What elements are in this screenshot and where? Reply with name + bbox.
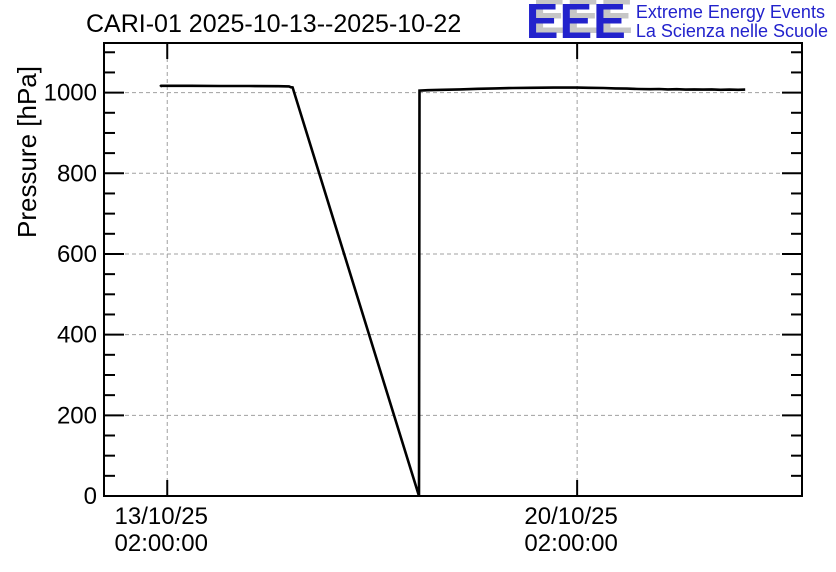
eee-logo-letters: EEE xyxy=(525,0,627,49)
y-tick-label: 200 xyxy=(57,402,97,429)
eee-logo-subtitle-line2: La Scienza nelle Scuole xyxy=(635,21,828,41)
x-tick-label-date: 13/10/25 xyxy=(115,503,208,530)
y-tick-label: 0 xyxy=(84,483,97,510)
eee-logo: EEE Extreme Energy Events La Scienza nel… xyxy=(525,0,828,49)
y-axis-title: Pressure [hPa] xyxy=(12,66,42,238)
y-tick-label: 1000 xyxy=(44,80,97,107)
pressure-data-line xyxy=(159,84,746,497)
eee-logo-subtitle-line1: Extreme Energy Events xyxy=(635,2,825,22)
x-tick-label-time: 02:00:00 xyxy=(115,530,208,557)
x-tick-label-date: 20/10/25 xyxy=(524,503,617,530)
y-tick-label: 400 xyxy=(57,322,97,349)
y-tick-label: 600 xyxy=(57,241,97,268)
x-tick-label-time: 02:00:00 xyxy=(524,530,617,557)
y-tick-label: 800 xyxy=(57,160,97,187)
eee-logo-text: Extreme Energy Events La Scienza nelle S… xyxy=(636,3,828,41)
chart-title: CARI-01 2025-10-13--2025-10-22 xyxy=(86,10,462,38)
plot-frame xyxy=(103,42,803,497)
